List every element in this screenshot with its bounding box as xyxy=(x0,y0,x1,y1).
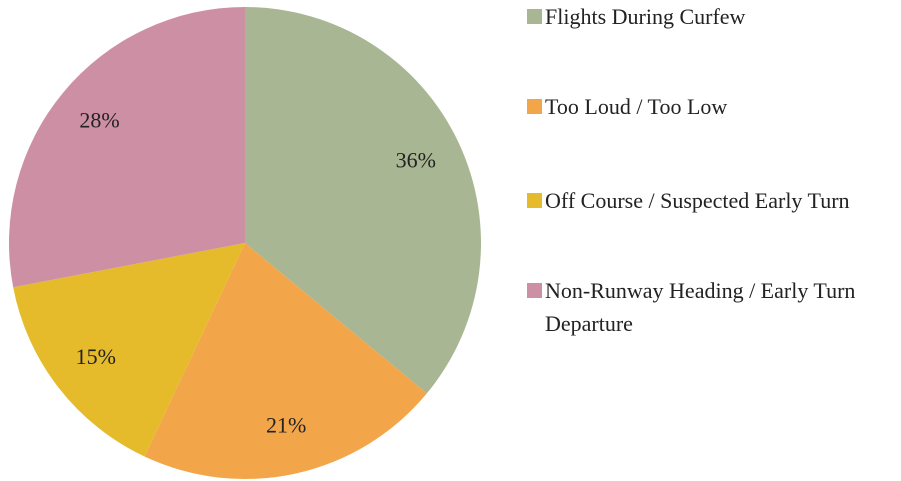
data-label: 21% xyxy=(266,412,306,437)
data-label: 15% xyxy=(76,344,116,369)
legend-item: Non-Runway Heading / Early Turn Departur… xyxy=(524,274,894,340)
legend-item: Flights During Curfew xyxy=(524,0,894,33)
pie-slice xyxy=(144,243,427,480)
data-label: 36% xyxy=(396,148,436,173)
legend-item: Off Course / Suspected Early Turn xyxy=(524,184,894,217)
legend-label: Non-Runway Heading / Early Turn Departur… xyxy=(545,278,856,336)
legend-label: Off Course / Suspected Early Turn xyxy=(545,188,850,213)
legend-swatch xyxy=(527,283,542,298)
legend-swatch xyxy=(527,193,542,208)
data-label: 28% xyxy=(79,108,119,133)
legend-label: Flights During Curfew xyxy=(545,4,746,29)
legend-swatch xyxy=(527,9,542,24)
legend-swatch xyxy=(527,99,542,114)
legend-label: Too Loud / Too Low xyxy=(545,94,728,119)
pie-slice xyxy=(245,7,481,394)
pie-slice xyxy=(8,7,246,288)
legend-item: Too Loud / Too Low xyxy=(524,90,894,123)
pie-slice xyxy=(13,243,246,457)
